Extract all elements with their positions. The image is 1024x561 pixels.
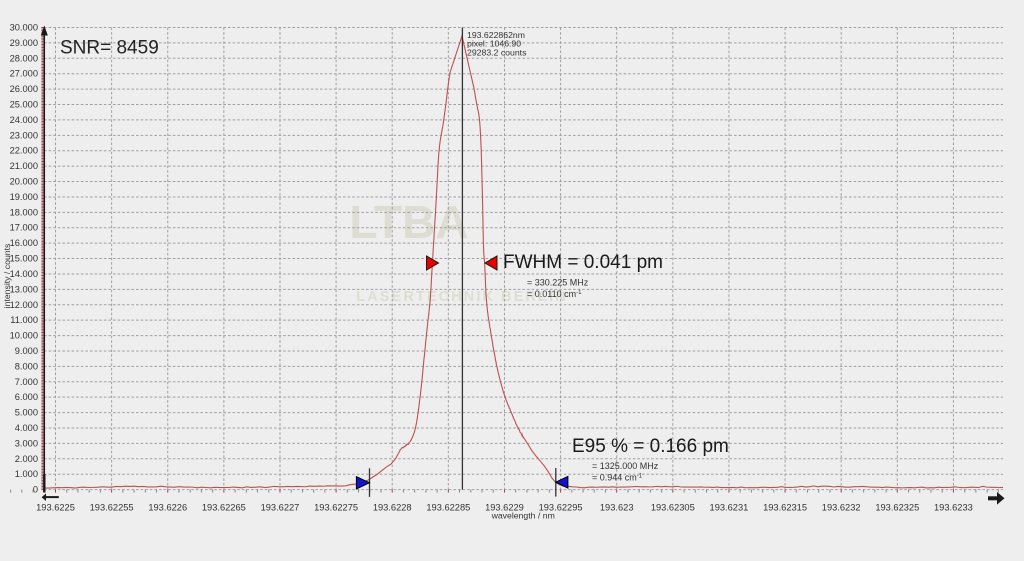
svg-text:11.000: 11.000 <box>10 315 38 325</box>
svg-text:29.000: 29.000 <box>10 38 38 48</box>
svg-text:0: 0 <box>33 485 38 495</box>
svg-text:wavelength / nm: wavelength / nm <box>491 511 555 521</box>
svg-text:1.000: 1.000 <box>15 469 38 479</box>
svg-text:= 0.0110 cm-1: = 0.0110 cm-1 <box>527 289 582 299</box>
svg-text:193.6225: 193.6225 <box>36 503 75 513</box>
svg-text:E95 % = 0.166 pm: E95 % = 0.166 pm <box>572 436 729 457</box>
svg-text:3.000: 3.000 <box>15 438 38 448</box>
svg-text:20.000: 20.000 <box>10 177 38 187</box>
svg-text:8.000: 8.000 <box>15 361 38 371</box>
svg-text:2.000: 2.000 <box>15 454 38 464</box>
svg-text:193.6231: 193.6231 <box>710 503 749 513</box>
svg-text:7.000: 7.000 <box>15 377 38 387</box>
svg-text:26.000: 26.000 <box>10 84 38 94</box>
svg-text:10.000: 10.000 <box>10 331 38 341</box>
svg-text:19.000: 19.000 <box>10 192 38 202</box>
svg-text:28.000: 28.000 <box>10 53 38 63</box>
svg-text:4.000: 4.000 <box>15 423 38 433</box>
svg-text:193.6228: 193.6228 <box>373 503 412 513</box>
svg-text:23.000: 23.000 <box>10 130 38 140</box>
svg-text:= 0.944 cm-1: = 0.944 cm-1 <box>592 473 643 483</box>
svg-text:= 330.225 MHz: = 330.225 MHz <box>527 278 589 288</box>
svg-text:5.000: 5.000 <box>15 408 38 418</box>
svg-text:193.62275: 193.62275 <box>314 503 358 513</box>
svg-text:21.000: 21.000 <box>10 161 38 171</box>
svg-text:22.000: 22.000 <box>10 146 38 156</box>
svg-text:193.62305: 193.62305 <box>651 503 695 513</box>
svg-text:193.6227: 193.6227 <box>261 503 300 513</box>
svg-text:SNR= 8459: SNR= 8459 <box>60 38 159 59</box>
svg-text:193.62315: 193.62315 <box>763 503 807 513</box>
svg-text:12.000: 12.000 <box>10 300 38 310</box>
svg-text:9.000: 9.000 <box>15 346 38 356</box>
svg-text:193.62265: 193.62265 <box>202 503 246 513</box>
svg-text:193.623: 193.623 <box>600 503 634 513</box>
svg-text:14.000: 14.000 <box>10 269 38 279</box>
svg-text:intensity / counts: intensity / counts <box>2 243 12 308</box>
svg-text:27.000: 27.000 <box>10 69 38 79</box>
svg-text:13.000: 13.000 <box>10 284 38 294</box>
svg-text:24.000: 24.000 <box>10 115 38 125</box>
svg-text:193.6233: 193.6233 <box>934 503 973 513</box>
svg-text:30.000: 30.000 <box>10 23 38 33</box>
svg-text:29283.2 counts: 29283.2 counts <box>467 48 527 58</box>
svg-text:15.000: 15.000 <box>10 254 38 264</box>
svg-text:193.62255: 193.62255 <box>90 503 134 513</box>
svg-text:193.62285: 193.62285 <box>426 503 470 513</box>
svg-text:193.6226: 193.6226 <box>148 503 187 513</box>
svg-text:6.000: 6.000 <box>15 392 38 402</box>
svg-text:LTBA: LTBA <box>349 196 468 248</box>
svg-text:193.62325: 193.62325 <box>875 503 919 513</box>
svg-text:16.000: 16.000 <box>10 238 38 248</box>
svg-text:193.6232: 193.6232 <box>822 503 861 513</box>
svg-text:18.000: 18.000 <box>10 207 38 217</box>
svg-text:25.000: 25.000 <box>10 100 38 110</box>
svg-text:FWHM = 0.041 pm: FWHM = 0.041 pm <box>503 252 663 273</box>
svg-text:= 1325.000 MHz: = 1325.000 MHz <box>592 461 659 471</box>
svg-text:17.000: 17.000 <box>10 223 38 233</box>
